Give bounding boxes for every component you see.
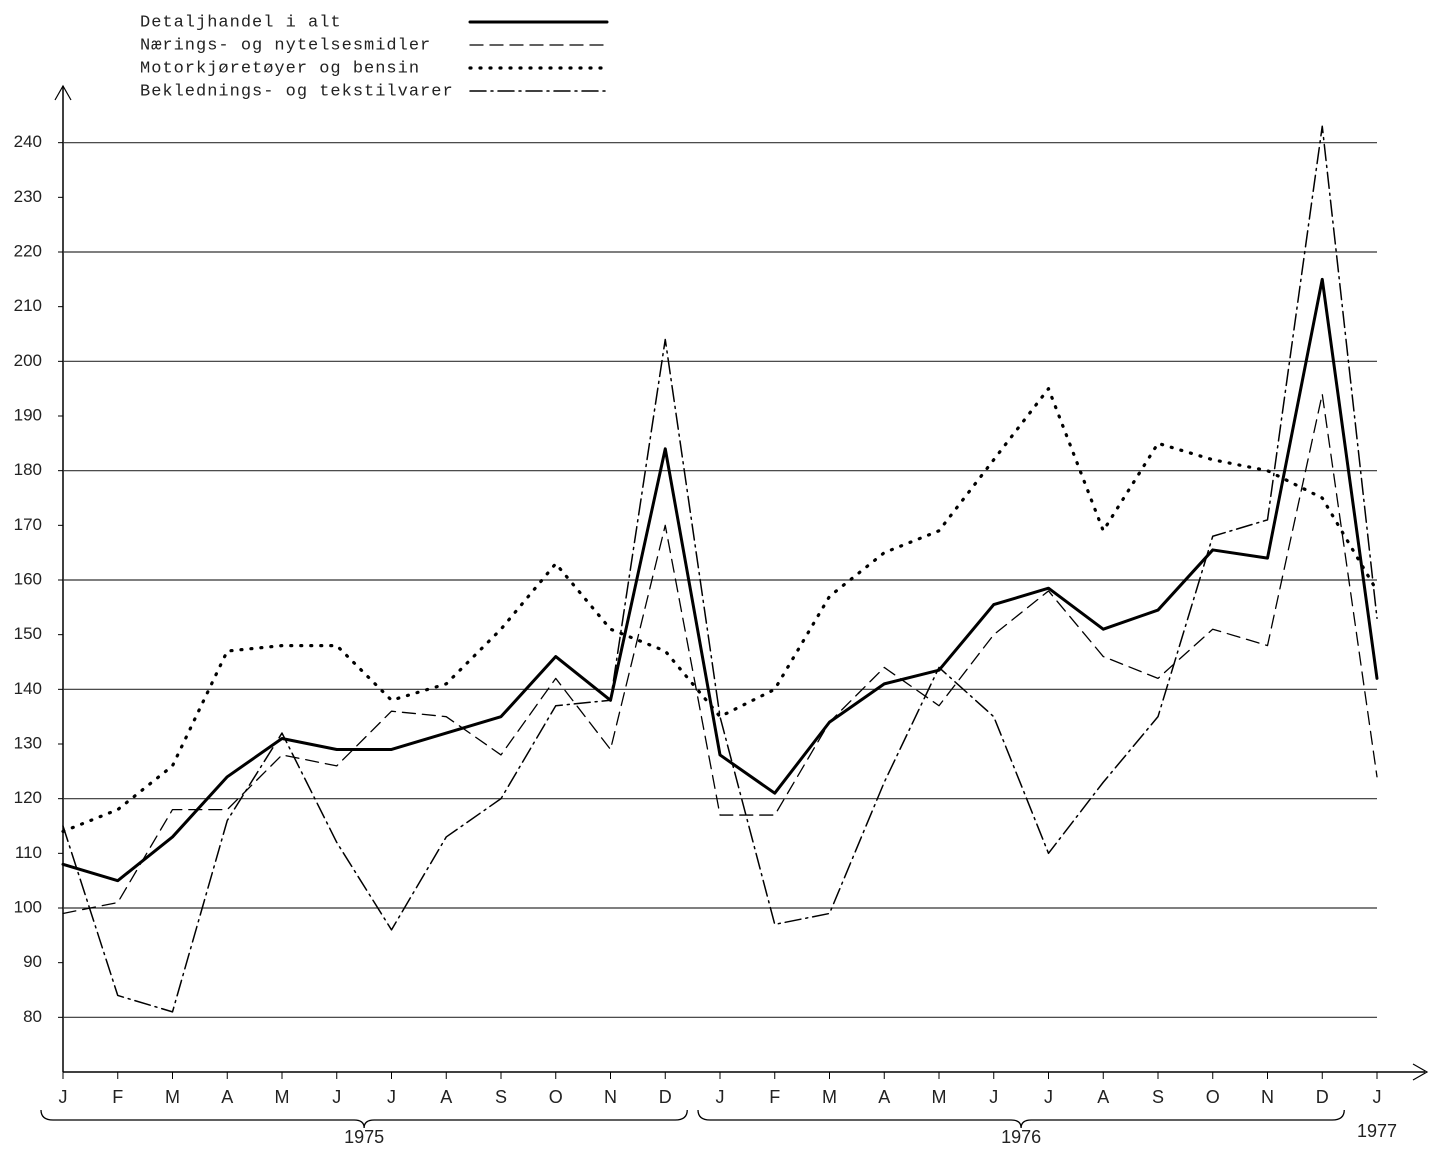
y-tick-label: 170 <box>14 515 42 534</box>
x-axis-arrow <box>1412 1063 1429 1081</box>
series-line <box>62 393 1378 915</box>
x-tick-label: S <box>495 1087 507 1107</box>
legend-label: Beklednings- og tekstilvarer <box>140 82 454 101</box>
series-line <box>61 387 1379 834</box>
year-label: 1975 <box>344 1127 384 1147</box>
y-tick-label: 230 <box>14 187 42 206</box>
y-tick-label: 140 <box>14 679 42 698</box>
y-tick-label: 220 <box>14 241 42 260</box>
x-tick-label: J <box>1373 1087 1382 1107</box>
x-tick-label: F <box>112 1087 123 1107</box>
y-tick-label: 90 <box>23 952 42 971</box>
y-tick-label: 200 <box>14 351 42 370</box>
x-tick-label: D <box>1316 1087 1329 1107</box>
legend-label: Detaljhandel i alt <box>140 13 342 32</box>
y-tick-label: 80 <box>23 1007 42 1026</box>
y-tick-label: 210 <box>14 296 42 315</box>
x-tick-label: M <box>932 1087 947 1107</box>
y-axis-arrow <box>54 84 72 101</box>
x-tick-label: A <box>878 1087 890 1107</box>
y-tick-label: 130 <box>14 733 42 752</box>
x-tick-label: J <box>332 1087 341 1107</box>
x-tick-label: O <box>1206 1087 1220 1107</box>
y-tick-label: 100 <box>14 897 42 916</box>
series-line <box>61 277 1379 883</box>
x-tick-label: F <box>769 1087 780 1107</box>
x-tick-label: J <box>387 1087 396 1107</box>
x-tick-label: A <box>221 1087 233 1107</box>
x-tick-label: M <box>165 1087 180 1107</box>
x-tick-label: J <box>989 1087 998 1107</box>
x-tick-label: J <box>59 1087 68 1107</box>
x-tick-label: J <box>1044 1087 1053 1107</box>
year-brace <box>697 1109 1345 1129</box>
series-line <box>62 125 1378 1013</box>
x-tick-label: A <box>440 1087 452 1107</box>
year-label: 1977 <box>1357 1121 1397 1141</box>
year-brace <box>40 1109 688 1129</box>
x-tick-label: J <box>716 1087 725 1107</box>
x-tick-label: N <box>604 1087 617 1107</box>
legend-label: Nærings- og nytelsesmidler <box>140 36 431 55</box>
y-tick-label: 190 <box>14 405 42 424</box>
y-tick-label: 120 <box>14 788 42 807</box>
x-tick-label: A <box>1097 1087 1109 1107</box>
y-tick-label: 150 <box>14 624 42 643</box>
x-tick-label: S <box>1152 1087 1164 1107</box>
x-tick-label: N <box>1261 1087 1274 1107</box>
x-tick-label: M <box>822 1087 837 1107</box>
y-tick-label: 110 <box>15 843 42 862</box>
year-label: 1976 <box>1001 1127 1041 1147</box>
x-tick-label: D <box>659 1087 672 1107</box>
y-tick-label: 160 <box>14 569 42 588</box>
x-tick-label: O <box>549 1087 563 1107</box>
legend-label: Motorkjøretøyer og bensin <box>140 59 420 78</box>
y-tick-label: 240 <box>14 132 42 151</box>
x-tick-label: M <box>275 1087 290 1107</box>
y-tick-label: 180 <box>14 460 42 479</box>
